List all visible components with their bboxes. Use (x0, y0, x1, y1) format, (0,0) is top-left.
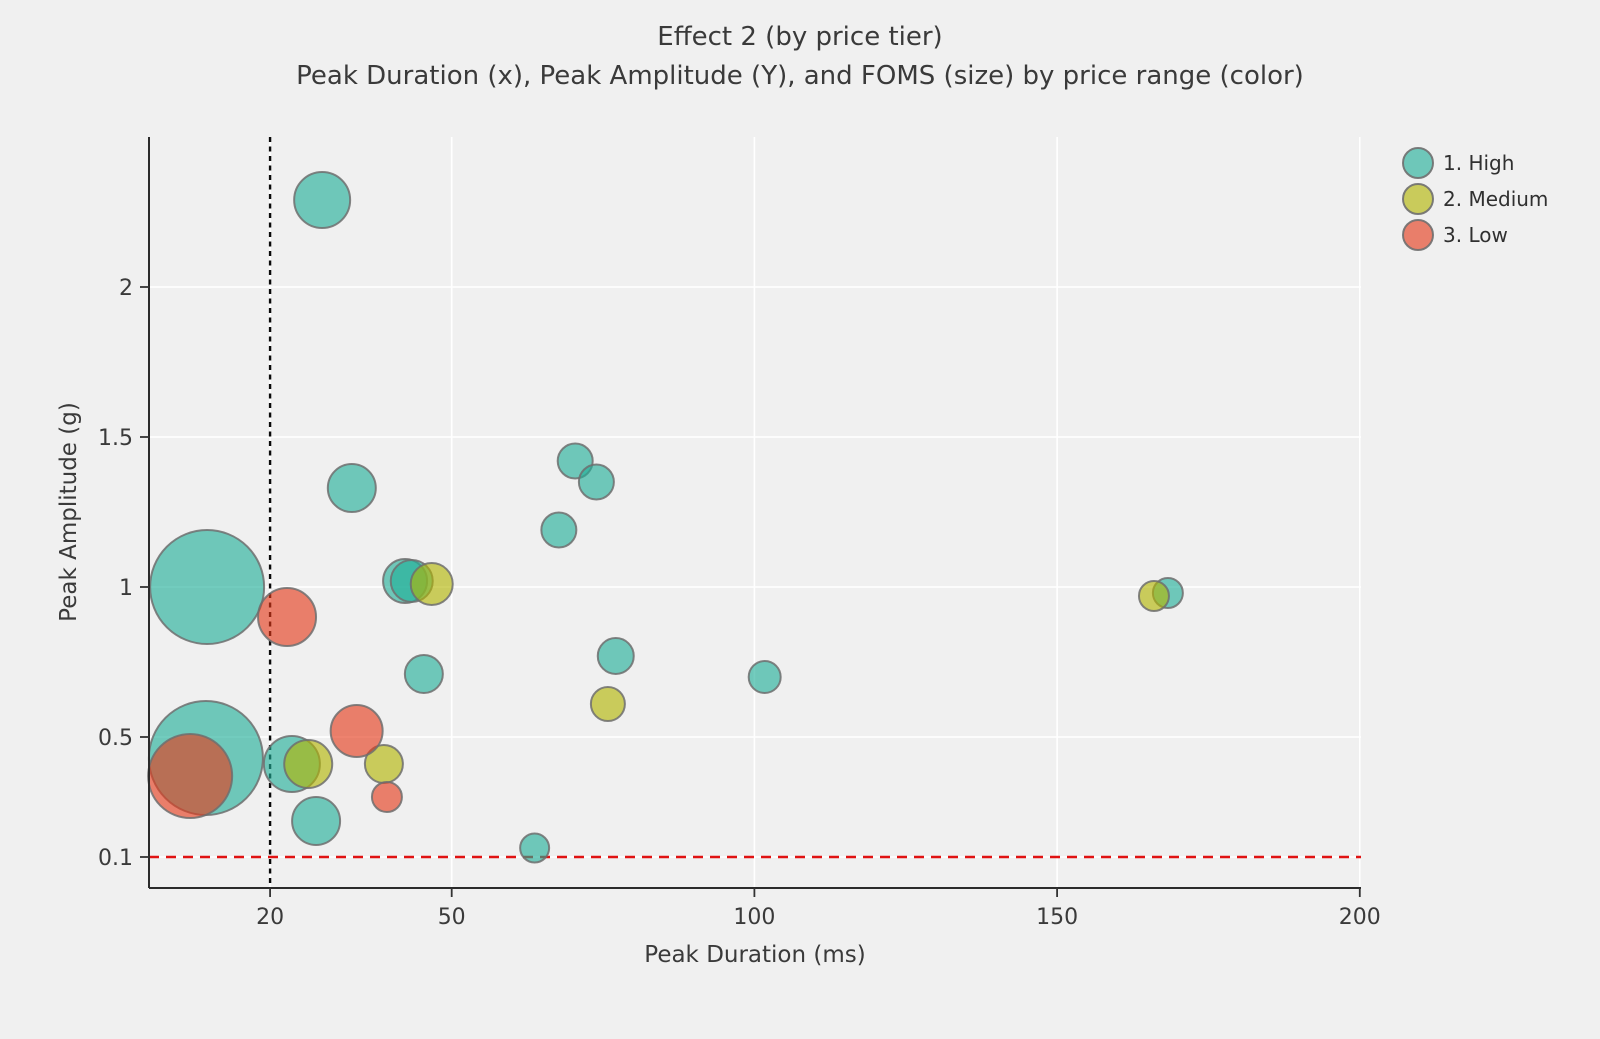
bubble (596, 637, 635, 675)
bubble (293, 171, 352, 229)
legend-marker (1402, 183, 1434, 215)
legend-label: 2. Medium (1443, 187, 1548, 211)
bubble (577, 463, 615, 501)
bubble (370, 781, 403, 813)
reference-lines (149, 137, 1361, 888)
y-tick-label: 1.5 (98, 426, 133, 451)
bubble (409, 562, 454, 606)
y-tick-label: 0.1 (98, 846, 133, 871)
bubble (519, 832, 551, 864)
series-medium (283, 562, 1170, 789)
x-tick-label: 20 (256, 905, 284, 930)
legend-label: 3. Low (1443, 223, 1508, 247)
legend-marker (1402, 219, 1434, 251)
y-tick-label: 2 (119, 276, 133, 301)
y-tick-label: 0.5 (98, 726, 133, 751)
axis-ticks: 20 50 100 150 200 0.1 0.5 1 1.5 2 (98, 276, 1381, 930)
bubble-series (147, 171, 1184, 864)
legend: 1. High 2. Medium 3. Low (1402, 147, 1548, 251)
bubble (403, 654, 444, 694)
x-tick-label: 100 (733, 905, 775, 930)
bubble (540, 511, 578, 549)
bubble (589, 686, 626, 722)
bubble (1137, 580, 1170, 612)
legend-item[interactable]: 1. High (1402, 147, 1514, 179)
legend-marker (1402, 147, 1434, 179)
x-tick-label: 150 (1036, 905, 1078, 930)
chart-title: Effect 2 (by price tier) (657, 22, 942, 52)
chart-subtitle: Peak Duration (x), Peak Amplitude (Y), a… (296, 61, 1304, 91)
bubble (329, 704, 384, 758)
bubble (149, 529, 266, 645)
x-axis-label: Peak Duration (ms) (644, 942, 865, 968)
bubble (291, 796, 342, 846)
x-tick-label: 200 (1339, 905, 1381, 930)
gridlines (149, 137, 1361, 888)
bubble (257, 587, 318, 647)
series-low (147, 587, 403, 819)
bubble (147, 733, 234, 819)
bubble (283, 739, 334, 789)
y-tick-label: 1 (119, 576, 133, 601)
bubble (747, 660, 782, 694)
x-tick-label: 50 (438, 905, 466, 930)
legend-label: 1. High (1443, 151, 1514, 175)
legend-item[interactable]: 2. Medium (1402, 183, 1548, 215)
bubble (326, 463, 377, 513)
legend-item[interactable]: 3. Low (1402, 219, 1508, 251)
y-axis-label: Peak Amplitude (g) (56, 402, 82, 622)
